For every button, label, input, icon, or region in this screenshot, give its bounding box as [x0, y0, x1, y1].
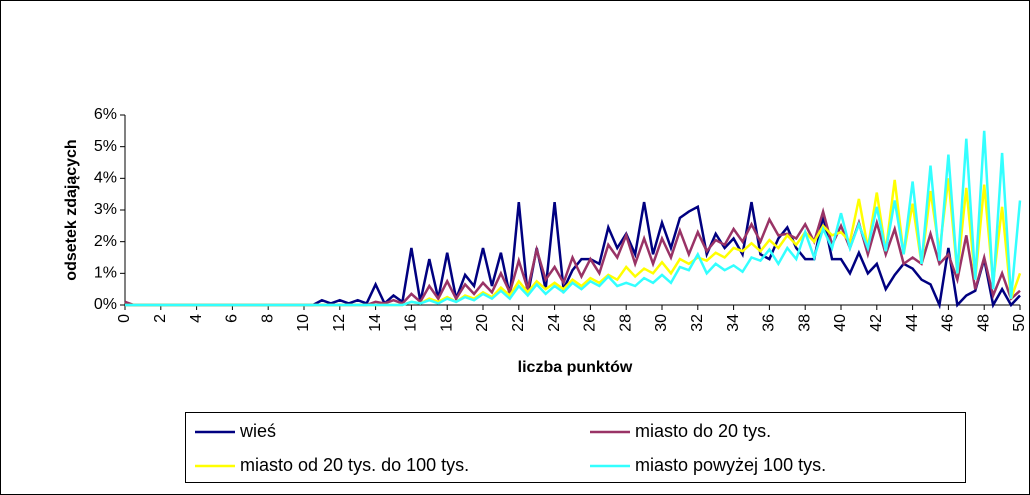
- y-tick-label: 1%: [94, 265, 117, 282]
- x-tick-label: 48: [975, 314, 992, 332]
- x-tick-label: 40: [832, 314, 849, 332]
- x-tick-label: 38: [796, 314, 813, 332]
- x-tick-label: 6: [224, 314, 241, 323]
- y-tick-label: 0%: [94, 296, 117, 313]
- legend-label: wieś: [239, 421, 276, 441]
- y-tick-label: 2%: [94, 233, 117, 250]
- x-tick-label: 30: [653, 314, 670, 332]
- x-tick-label: 10: [295, 314, 312, 332]
- legend-label: miasto do 20 tys.: [635, 421, 771, 441]
- x-tick-label: 26: [582, 314, 599, 332]
- x-tick-label: 28: [617, 314, 634, 332]
- x-tick-label: 24: [546, 314, 563, 332]
- y-tick-label: 6%: [94, 106, 117, 123]
- x-tick-label: 8: [259, 314, 276, 323]
- x-tick-label: 2: [152, 314, 169, 323]
- legend-label: miasto powyżej 100 tys.: [635, 455, 826, 475]
- x-tick-label: 36: [761, 314, 778, 332]
- x-tick-label: 4: [188, 314, 205, 323]
- x-tick-label: 44: [904, 314, 921, 332]
- x-tick-label: 32: [689, 314, 706, 332]
- series-line: [125, 130, 1022, 307]
- x-tick-label: 16: [403, 314, 420, 332]
- x-tick-label: 0: [116, 314, 133, 323]
- x-tick-label: 50: [1011, 314, 1028, 332]
- y-axis-title: odsetek zdających: [63, 139, 80, 280]
- y-tick-label: 5%: [94, 138, 117, 155]
- y-tick-label: 3%: [94, 201, 117, 218]
- legend: [185, 412, 966, 483]
- x-tick-label: 42: [868, 314, 885, 332]
- x-tick-label: 22: [510, 314, 527, 332]
- x-tick-label: 46: [940, 314, 957, 332]
- x-tick-label: 34: [725, 314, 742, 332]
- x-tick-label: 18: [438, 314, 455, 332]
- x-tick-label: 14: [367, 314, 384, 332]
- x-tick-label: 20: [474, 314, 491, 332]
- x-tick-label: 12: [331, 314, 348, 332]
- legend-label: miasto od 20 tys. do 100 tys.: [240, 455, 469, 475]
- x-axis-title: liczba punktów: [518, 359, 633, 376]
- y-tick-label: 4%: [94, 170, 117, 187]
